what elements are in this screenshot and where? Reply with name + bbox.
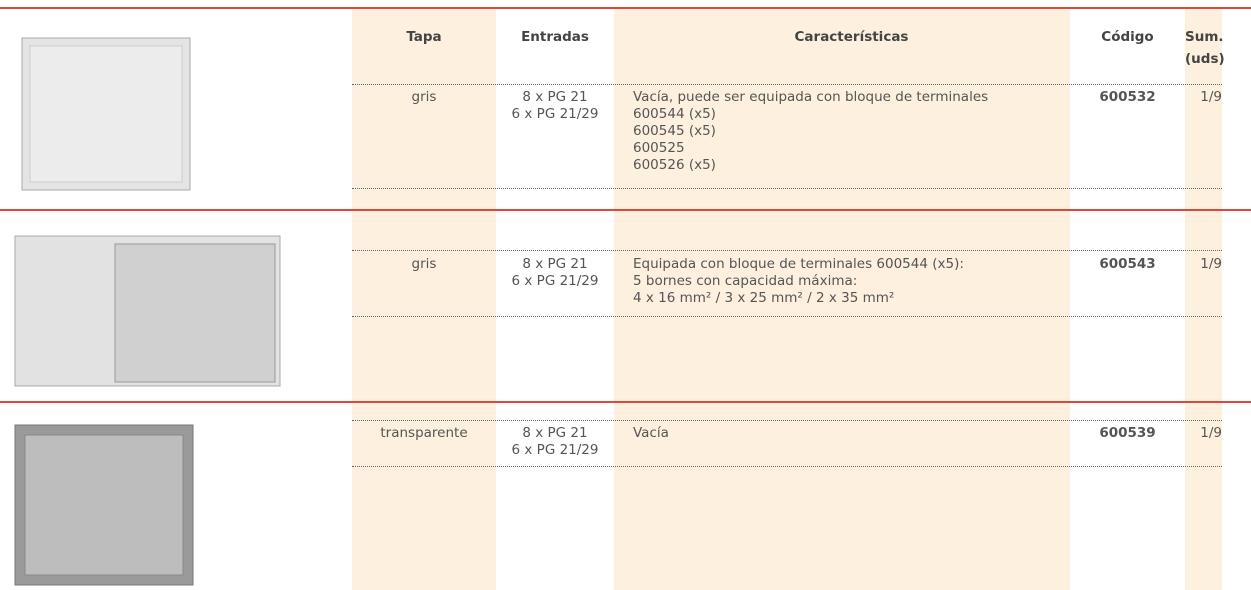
section-divider	[0, 209, 1251, 211]
product-images	[14, 37, 281, 586]
product-image-lid	[24, 434, 184, 576]
row-rule	[352, 466, 1222, 467]
tapa: gris	[411, 89, 437, 105]
sum: 1/9	[1200, 256, 1222, 272]
product-image-lid	[29, 45, 183, 183]
product-image-body	[114, 243, 276, 383]
section-divider	[0, 401, 1251, 403]
tapa: transparente	[380, 425, 468, 441]
codigo: 600532	[1099, 89, 1156, 105]
caracteristicas: 600526 (x5)	[633, 157, 716, 173]
codigo: 600539	[1099, 425, 1156, 441]
entradas: 8 x PG 21	[522, 89, 588, 105]
codigo: 600543	[1099, 256, 1156, 272]
section-divider	[0, 7, 1251, 9]
column-shade	[1185, 8, 1222, 590]
tapa: gris	[411, 256, 437, 272]
row-rule	[352, 84, 1222, 85]
caracteristicas: Equipada con bloque de terminales 600544…	[633, 256, 964, 272]
caracteristicas: Vacía, puede ser equipada con bloque de …	[633, 89, 989, 105]
entradas: 6 x PG 21/29	[511, 106, 599, 122]
column-shade	[614, 8, 1070, 590]
column-header: Entradas	[521, 29, 589, 45]
entradas: 8 x PG 21	[522, 256, 588, 272]
caracteristicas: 4 x 16 mm² / 3 x 25 mm² / 2 x 35 mm²	[633, 290, 895, 306]
entradas: 6 x PG 21/29	[511, 273, 599, 289]
entradas: 6 x PG 21/29	[511, 442, 599, 458]
row-rule	[352, 188, 1222, 189]
caracteristicas: 5 bornes con capacidad máxima:	[633, 273, 858, 289]
column-header: Sum. (uds)	[1185, 29, 1225, 67]
sum: 1/9	[1200, 425, 1222, 441]
entradas: 8 x PG 21	[522, 425, 588, 441]
column-header: Código	[1101, 29, 1154, 45]
caracteristicas: Vacía	[633, 425, 669, 441]
sum: 1/9	[1200, 89, 1222, 105]
row-rule	[352, 316, 1222, 317]
column-header: Tapa	[406, 29, 442, 45]
row-rule	[352, 420, 1222, 421]
caracteristicas: 600545 (x5)	[633, 123, 716, 139]
column-shade	[352, 8, 496, 590]
caracteristicas: 600544 (x5)	[633, 106, 716, 122]
caracteristicas: 600525	[633, 140, 685, 156]
row-rule	[352, 250, 1222, 251]
column-header: Características	[794, 29, 909, 45]
